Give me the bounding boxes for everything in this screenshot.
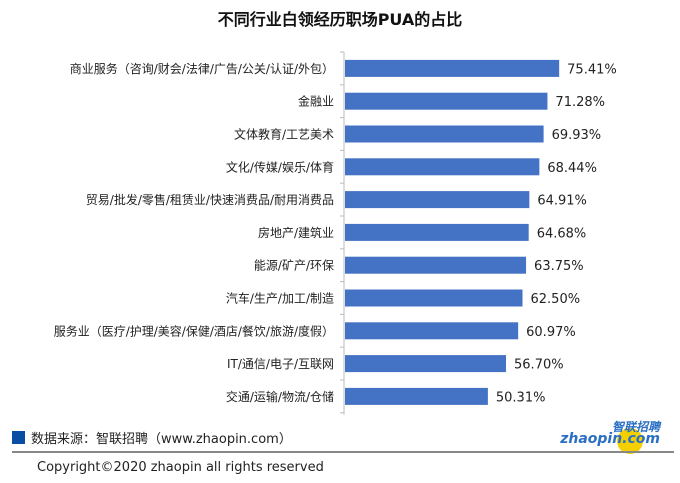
bar: [345, 92, 548, 110]
data-label: 50.31%: [496, 390, 546, 405]
category-label: 金融业: [298, 94, 334, 109]
source-note: 数据来源：智联招聘（www.zhaopin.com）: [12, 428, 292, 447]
data-label: 71.28%: [555, 95, 605, 110]
category-label: 能源/矿产/环保: [254, 259, 334, 273]
bar: [345, 59, 560, 77]
bar: [345, 256, 527, 274]
bar: [345, 289, 523, 307]
data-label: 64.68%: [537, 226, 587, 241]
category-label: 文化/传媒/娱乐/体育: [226, 159, 334, 174]
category-label: 房地产/建筑业: [258, 225, 334, 240]
bar: [345, 191, 530, 209]
bar: [345, 322, 519, 340]
bar: [345, 125, 544, 143]
category-label: 服务业（医疗/护理/美容/保健/酒店/餐饮/旅游/度假）: [54, 323, 334, 338]
data-label: 69.93%: [552, 128, 602, 143]
category-label: IT/通信/电子/互联网: [227, 357, 334, 371]
footer-divider: [12, 451, 674, 453]
zhaopin-logo: 智联招聘 zhaopin.com: [560, 420, 670, 456]
data-label: 64.91%: [537, 194, 587, 209]
source-square-icon: [12, 431, 25, 444]
copyright: Copyright©2020 zhaopin all rights reserv…: [37, 460, 324, 475]
category-label: 汽车/生产/加工/制造: [226, 291, 334, 306]
bar: [345, 355, 507, 373]
bar: [345, 223, 529, 241]
data-label: 60.97%: [526, 325, 576, 340]
data-label: 56.70%: [514, 358, 564, 373]
data-label: 62.50%: [531, 292, 581, 307]
data-label: 63.75%: [534, 259, 584, 274]
logo-dot: [617, 428, 643, 454]
category-label: 商业服务（咨询/财会/法律/广告/公关/认证/外包）: [70, 61, 334, 76]
source-text: 数据来源：智联招聘（www.zhaopin.com）: [31, 432, 292, 447]
bar: [345, 387, 488, 405]
logo-cn: 智联招聘: [611, 420, 660, 434]
bar: [345, 158, 540, 176]
data-label: 75.41%: [567, 62, 617, 77]
category-label: 交通/运输/物流/仓储: [226, 389, 334, 404]
data-label: 68.44%: [547, 161, 597, 176]
category-label: 贸易/批发/零售/租赁业/快速消费品/耐用消费品: [86, 192, 334, 207]
bar-chart: 商业服务（咨询/财会/法律/广告/公关/认证/外包） 75.41% 金融业 71.28…: [54, 51, 617, 415]
logo-en: zhaopin.com: [560, 431, 660, 447]
category-label: 文体教育/工艺美术: [234, 127, 334, 142]
chart-title: 不同行业白领经历职场PUA的占比: [217, 10, 463, 29]
